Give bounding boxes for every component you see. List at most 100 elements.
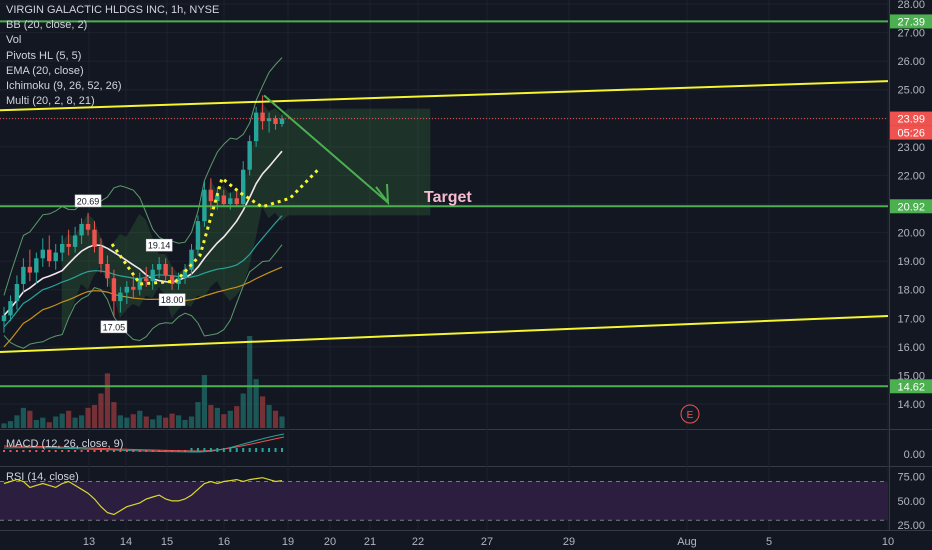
candle-body bbox=[144, 278, 149, 282]
time-tick-label: Aug bbox=[677, 536, 697, 548]
candle-body bbox=[182, 269, 188, 279]
macd-histogram-bar bbox=[112, 450, 115, 452]
candle-body bbox=[21, 266, 26, 284]
trendline-lower bbox=[0, 315, 889, 353]
pivot-label-box bbox=[145, 238, 173, 252]
volume-bar bbox=[59, 413, 65, 428]
pivot-label-text: 20.69 bbox=[77, 196, 100, 206]
candle-body bbox=[1, 315, 7, 322]
time-tick-label: 19 bbox=[282, 536, 294, 548]
macd-histogram-bar bbox=[222, 448, 225, 452]
rsi-band bbox=[0, 481, 888, 521]
candle-body bbox=[195, 221, 201, 250]
price-tick-label: 28.00 bbox=[897, 0, 925, 11]
volume-bar bbox=[150, 419, 156, 428]
macd-histogram-bar bbox=[132, 450, 135, 452]
macd-histogram-bar bbox=[67, 450, 70, 452]
volume-bar bbox=[227, 410, 233, 428]
macd-histogram-bar bbox=[15, 450, 18, 452]
indicator-vol[interactable]: Vol bbox=[6, 34, 22, 47]
volume-bar bbox=[46, 422, 52, 428]
indicator-ichimoku[interactable]: Ichimoku (9, 26, 52, 26) bbox=[6, 80, 122, 93]
macd-histogram-bar bbox=[22, 450, 25, 452]
rsi-label[interactable]: RSI (14, close) bbox=[6, 471, 79, 483]
volume-bar bbox=[201, 375, 208, 428]
volume-bar bbox=[169, 413, 175, 428]
macd-histogram-bar bbox=[28, 450, 31, 452]
candle-body bbox=[124, 286, 130, 293]
macd-histogram-bar bbox=[41, 450, 44, 452]
candle-body bbox=[266, 118, 272, 122]
volume-bar bbox=[20, 407, 26, 428]
candle-body bbox=[40, 249, 45, 259]
pivot-label-text: 18.00 bbox=[161, 295, 184, 305]
macd-histogram-bar bbox=[255, 448, 258, 452]
volume-bar bbox=[40, 417, 46, 428]
candle-body bbox=[176, 278, 181, 284]
indicator-ema[interactable]: EMA (20, close) bbox=[6, 64, 84, 77]
earnings-marker-label: E bbox=[687, 410, 694, 421]
macd-histogram-bar bbox=[74, 450, 77, 452]
volume-bar bbox=[240, 393, 246, 428]
ema-line bbox=[3, 215, 283, 328]
volume-bar bbox=[208, 405, 214, 428]
pivot-label-box bbox=[74, 194, 102, 208]
volume-bar bbox=[72, 417, 78, 428]
rsi-tick-label: 25.00 bbox=[897, 520, 925, 532]
countdown-badge-bg bbox=[890, 125, 932, 140]
price-badge-level: 20.92 bbox=[897, 201, 925, 213]
macd-label[interactable]: MACD (12, 26, close, 9) bbox=[6, 438, 124, 450]
macd-histogram-bar bbox=[3, 450, 5, 452]
macd-histogram-bar bbox=[209, 448, 212, 452]
candle-body bbox=[66, 244, 71, 247]
time-tick-label: 15 bbox=[161, 536, 173, 548]
volume-bar bbox=[27, 410, 33, 428]
candle-body bbox=[150, 269, 155, 282]
macd-histogram-bar bbox=[106, 450, 109, 452]
target-arrow-line bbox=[263, 94, 389, 204]
indicator-multi[interactable]: Multi (20, 2, 8, 21) bbox=[6, 95, 95, 108]
pivot-label-box bbox=[100, 320, 128, 334]
candle-body bbox=[14, 284, 20, 302]
indicator-bb[interactable]: BB (20, close, 2) bbox=[6, 19, 88, 32]
candle-body bbox=[27, 266, 33, 273]
earnings-marker bbox=[680, 404, 700, 424]
volume-bar bbox=[279, 416, 285, 428]
volume-bar bbox=[266, 405, 272, 428]
price-badge-level-bg bbox=[890, 379, 932, 394]
volume-bar bbox=[163, 417, 169, 428]
candle-body bbox=[189, 249, 194, 270]
candle-body bbox=[273, 118, 278, 124]
candle-body bbox=[221, 195, 227, 204]
macd-histogram-bar bbox=[151, 450, 154, 452]
candle-body bbox=[279, 118, 285, 124]
macd-histogram-bar bbox=[54, 450, 57, 452]
pivot-label-text: 17.05 bbox=[103, 322, 126, 332]
candle-body bbox=[131, 286, 136, 290]
macd-histogram-bar bbox=[99, 450, 102, 452]
macd-histogram-bar bbox=[235, 448, 238, 452]
price-tick-label: 23.00 bbox=[897, 142, 925, 154]
macd-signal-line bbox=[3, 436, 285, 452]
macd-histogram-bar bbox=[274, 448, 277, 452]
time-tick-label: 22 bbox=[412, 536, 424, 548]
macd-histogram-bar bbox=[138, 450, 141, 452]
macd-histogram-bar bbox=[248, 448, 251, 452]
volume-bar bbox=[111, 402, 117, 428]
price-badge-level: 14.62 bbox=[897, 381, 925, 393]
price-tick-label: 17.00 bbox=[897, 313, 925, 325]
macd-histogram-bar bbox=[203, 448, 206, 452]
macd-histogram-bar bbox=[281, 448, 283, 452]
macd-histogram-bar bbox=[93, 450, 96, 452]
macd-histogram-bar bbox=[184, 450, 187, 452]
price-badge-level-bg bbox=[890, 199, 932, 214]
pivot-label-text: 19.14 bbox=[148, 241, 171, 251]
indicator-pivots[interactable]: Pivots HL (5, 5) bbox=[6, 49, 82, 62]
time-tick-label: 5 bbox=[766, 536, 772, 548]
price-tick-label: 19.00 bbox=[897, 256, 925, 268]
time-tick-label: 29 bbox=[563, 536, 575, 548]
price-badge-level-bg bbox=[890, 14, 932, 29]
candle-body bbox=[98, 246, 104, 264]
